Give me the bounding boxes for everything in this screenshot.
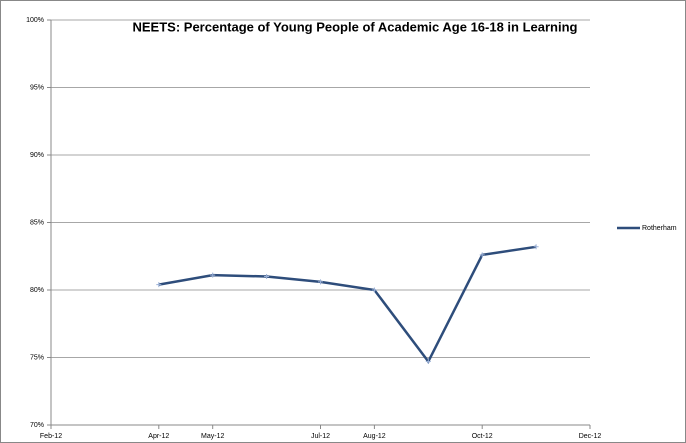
legend-label: Rotherham	[642, 225, 677, 232]
point-marker	[371, 287, 377, 293]
point-marker	[425, 359, 431, 365]
y-tick-label: 80%	[30, 287, 44, 294]
y-tick-label: 70%	[30, 422, 44, 429]
y-tick-label: 90%	[30, 152, 44, 159]
x-tick-label: Dec-12	[579, 433, 602, 440]
y-tick-label: 95%	[30, 84, 44, 91]
point-marker	[479, 252, 485, 258]
series-line	[158, 245, 537, 364]
point-marker	[318, 279, 323, 285]
point-marker	[264, 274, 270, 279]
point-marker	[533, 244, 539, 250]
x-tick-label: Apr-12	[148, 433, 169, 440]
x-tick-label: Aug-12	[363, 433, 386, 440]
point-marker	[210, 272, 216, 278]
y-tick-label: 100%	[26, 17, 44, 24]
x-tick-label: Oct-12	[472, 433, 493, 440]
x-tick-label: Feb-12	[40, 433, 62, 440]
x-tick-label: Jul-12	[311, 433, 330, 440]
y-tick-label: 85%	[30, 219, 44, 226]
chart-title: NEETS: Percentage of Young People of Aca…	[133, 19, 578, 34]
point-marker	[156, 282, 162, 288]
x-tick-label: May-12	[201, 433, 224, 440]
y-tick-label: 75%	[30, 354, 44, 361]
